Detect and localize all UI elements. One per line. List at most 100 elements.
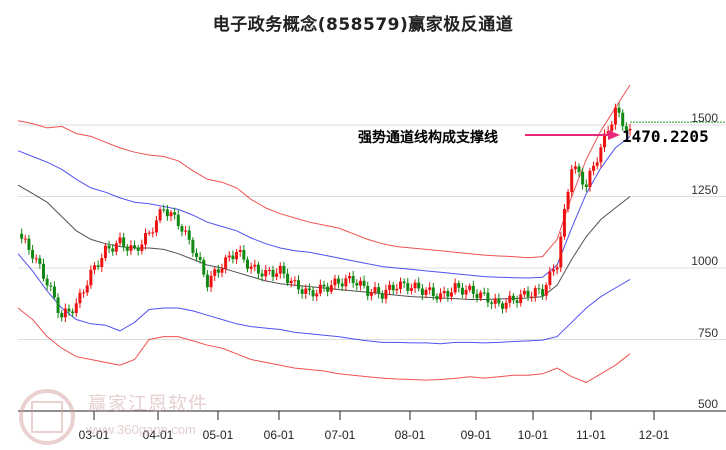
candle-body: [213, 269, 217, 276]
candle-body: [238, 250, 242, 253]
candle-body: [267, 269, 271, 271]
candle-body: [333, 278, 337, 286]
x-tick-12-01: 12-01: [638, 428, 670, 442]
candle-body: [271, 269, 275, 277]
candle-body: [391, 284, 395, 291]
x-tick-09-01: 09-01: [460, 428, 492, 442]
candle-body: [613, 107, 617, 125]
candle-body: [617, 107, 621, 113]
candle-body: [78, 292, 82, 304]
candle-body: [501, 303, 504, 309]
candle-body: [490, 302, 494, 304]
candle-body: [541, 289, 545, 296]
candle-body: [559, 236, 563, 268]
candle-body: [439, 293, 443, 300]
candle-body: [246, 259, 249, 269]
candle-body: [38, 258, 42, 264]
outer-lower-band-line: [17, 307, 631, 383]
candle-body: [304, 288, 308, 294]
candle-body: [89, 269, 93, 286]
candle-body: [471, 285, 475, 294]
annotation-arrow-head-icon: [608, 130, 620, 140]
candle-body: [176, 214, 180, 227]
candle-body: [100, 258, 104, 267]
candle-body: [158, 209, 162, 221]
candle-body: [552, 269, 555, 272]
candle-body: [293, 280, 297, 282]
candle-body: [508, 295, 512, 303]
candle-body: [530, 296, 534, 298]
candle-body: [184, 230, 188, 232]
candle-body: [297, 280, 300, 290]
candle-body: [278, 265, 282, 274]
candle-body: [544, 284, 548, 296]
candle-body: [329, 285, 333, 292]
candle-body: [566, 191, 570, 209]
candle-body: [140, 244, 144, 251]
candle-body: [377, 287, 381, 294]
x-tick-10-01: 10-01: [517, 428, 549, 442]
candle-body: [482, 292, 486, 294]
candle-body: [147, 232, 151, 234]
candle-body: [515, 300, 519, 303]
candle-body: [315, 293, 319, 297]
candle-body: [424, 289, 428, 295]
candle-body: [31, 250, 35, 259]
candle-body: [195, 253, 198, 257]
y-tick-500: 500: [697, 397, 718, 411]
candle-body: [93, 265, 96, 270]
candle-body: [224, 257, 228, 269]
candle-body: [409, 288, 413, 291]
candle-body: [180, 226, 184, 232]
x-tick-04-01: 04-01: [142, 428, 174, 442]
candle-body: [588, 170, 592, 188]
candle-body: [103, 245, 107, 259]
candle-body: [227, 255, 231, 258]
candle-body: [413, 282, 417, 289]
candle-body: [20, 233, 24, 239]
candle-body: [326, 286, 330, 292]
candle-body: [118, 237, 122, 244]
candle-body: [42, 263, 45, 279]
candle-body: [417, 282, 421, 289]
candle-body: [111, 248, 115, 252]
watermark-logo-icon: [19, 389, 75, 445]
candle-body: [497, 298, 501, 304]
candle-body: [380, 293, 384, 299]
candle-body: [519, 294, 523, 303]
candle-body: [537, 288, 541, 290]
candle-body: [621, 112, 625, 127]
watermark-text: 赢家江恩软件: [88, 393, 209, 415]
chart-title: 电子政务概念(858579)赢家极反通道: [212, 15, 514, 35]
candle-body: [162, 209, 166, 211]
candle-body: [205, 274, 209, 288]
candle-body: [71, 311, 75, 314]
candle-body: [144, 233, 147, 245]
candle-body: [136, 247, 140, 251]
candle-body: [548, 271, 552, 285]
x-tick-08-01: 08-01: [394, 428, 426, 442]
candle-body: [388, 284, 392, 290]
inner-upper-band-line: [17, 136, 631, 279]
candle-body: [337, 278, 341, 284]
x-tick-05-01: 05-01: [202, 428, 234, 442]
candle-body: [402, 281, 406, 284]
candle-body: [264, 270, 268, 277]
candle-body: [610, 124, 614, 132]
candle-body: [45, 278, 49, 286]
candle-body: [373, 287, 377, 293]
candle-body: [165, 209, 169, 217]
candle-body: [133, 245, 137, 248]
inner-lower-band-line: [17, 253, 631, 345]
candle-body: [85, 285, 89, 293]
candle-body: [129, 245, 133, 251]
candle-body: [624, 126, 628, 131]
candle-body: [562, 208, 566, 237]
candle-body: [522, 290, 526, 295]
candle-body: [351, 276, 355, 283]
candle-body: [256, 264, 260, 274]
candle-body: [300, 289, 304, 294]
y-tick-1250: 1250: [691, 183, 718, 197]
candle-body: [49, 285, 53, 287]
candle-body: [446, 291, 450, 297]
